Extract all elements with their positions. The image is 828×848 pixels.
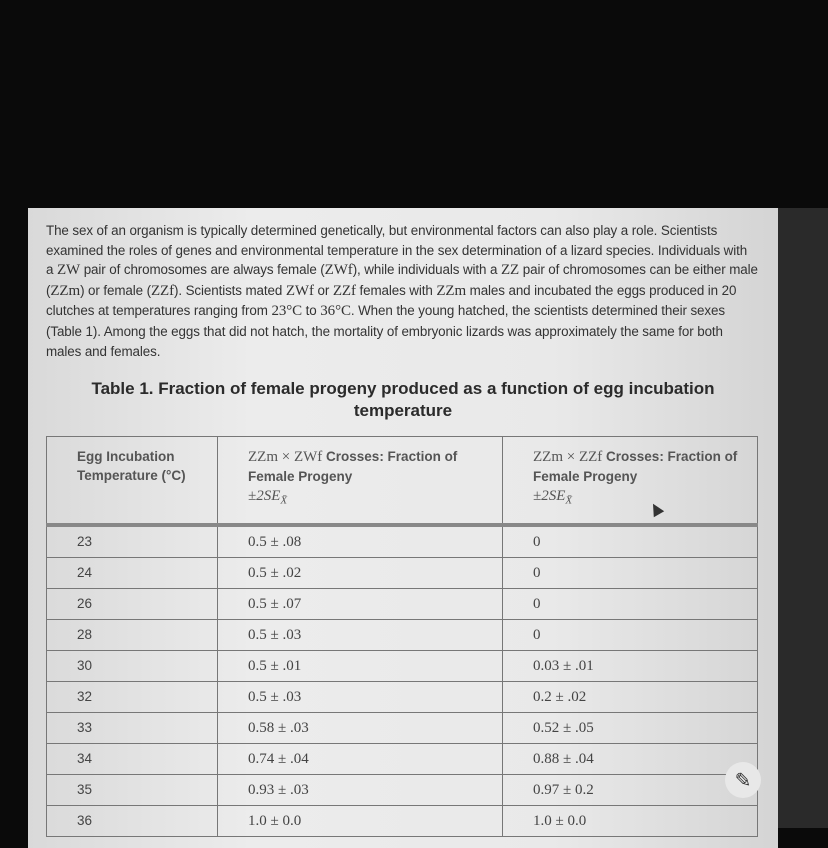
header-zwf-crosses: ZZm × ZWf Crosses: Fraction of Female Pr… bbox=[217, 436, 503, 526]
document-page: The sex of an organism is typically dete… bbox=[28, 208, 778, 848]
table-header-row: Egg Incubation Temperature (°C) ZZm × ZW… bbox=[46, 436, 758, 526]
table-row: 32 0.5 ± .03 0.2 ± .02 bbox=[46, 681, 758, 713]
table-row: 34 0.74 ± .04 0.88 ± .04 bbox=[46, 743, 758, 775]
zzf-fraction-cell: 0.88 ± .04 bbox=[502, 743, 758, 775]
zwf-fraction-cell: 0.5 ± .03 bbox=[217, 681, 503, 713]
zzf-fraction-cell: 0.52 ± .05 bbox=[502, 712, 758, 744]
table-row: 23 0.5 ± .08 0 bbox=[46, 524, 758, 558]
zzf-fraction-cell: 0 bbox=[502, 588, 758, 620]
zwf-fraction-cell: 0.58 ± .03 bbox=[217, 712, 503, 744]
temperature-cell: 23 bbox=[46, 524, 218, 558]
table-row: 33 0.58 ± .03 0.52 ± .05 bbox=[46, 712, 758, 744]
zwf-fraction-cell: 0.5 ± .01 bbox=[217, 650, 503, 682]
table-row: 36 1.0 ± 0.0 1.0 ± 0.0 bbox=[46, 805, 758, 837]
zzf-fraction-cell: 0.03 ± .01 bbox=[502, 650, 758, 682]
header-temperature: Egg Incubation Temperature (°C) bbox=[46, 436, 218, 526]
table-row: 35 0.93 ± .03 0.97 ± 0.2 bbox=[46, 774, 758, 806]
zwf-fraction-cell: 0.5 ± .07 bbox=[217, 588, 503, 620]
table-row: 26 0.5 ± .07 0 bbox=[46, 588, 758, 620]
zwf-fraction-cell: 0.93 ± .03 bbox=[217, 774, 503, 806]
table-row: 24 0.5 ± .02 0 bbox=[46, 557, 758, 589]
temperature-cell: 32 bbox=[46, 681, 218, 713]
table-title: Table 1. Fraction of female progeny prod… bbox=[91, 379, 715, 420]
temperature-cell: 24 bbox=[46, 557, 218, 589]
zzf-fraction-cell: 0 bbox=[502, 524, 758, 558]
zwf-fraction-cell: 0.5 ± .08 bbox=[217, 524, 503, 558]
zzf-fraction-cell: 0 bbox=[502, 557, 758, 589]
temperature-cell: 30 bbox=[46, 650, 218, 682]
pencil-icon[interactable]: ✎ bbox=[725, 762, 761, 798]
temperature-cell: 33 bbox=[46, 712, 218, 744]
temperature-cell: 35 bbox=[46, 774, 218, 806]
zzf-fraction-cell: 0.2 ± .02 bbox=[502, 681, 758, 713]
temperature-cell: 26 bbox=[46, 588, 218, 620]
zzf-fraction-cell: 1.0 ± 0.0 bbox=[502, 805, 758, 837]
zwf-fraction-cell: 0.5 ± .03 bbox=[217, 619, 503, 651]
zwf-fraction-cell: 0.5 ± .02 bbox=[217, 557, 503, 589]
data-table: Egg Incubation Temperature (°C) ZZm × ZW… bbox=[46, 436, 758, 837]
header-zzf-crosses: ZZm × ZZf Crosses: Fraction of Female Pr… bbox=[502, 436, 758, 526]
table-row: 30 0.5 ± .01 0.03 ± .01 bbox=[46, 650, 758, 682]
zwf-fraction-cell: 0.74 ± .04 bbox=[217, 743, 503, 775]
zzf-fraction-cell: 0.97 ± 0.2 bbox=[502, 774, 758, 806]
temperature-cell: 34 bbox=[46, 743, 218, 775]
table-row: 28 0.5 ± .03 0 bbox=[46, 619, 758, 651]
temperature-cell: 36 bbox=[46, 805, 218, 837]
zwf-fraction-cell: 1.0 ± 0.0 bbox=[217, 805, 503, 837]
screen-edge bbox=[778, 208, 828, 828]
passage-text: The sex of an organism is typically dete… bbox=[46, 223, 758, 359]
temperature-cell: 28 bbox=[46, 619, 218, 651]
zzf-fraction-cell: 0 bbox=[502, 619, 758, 651]
